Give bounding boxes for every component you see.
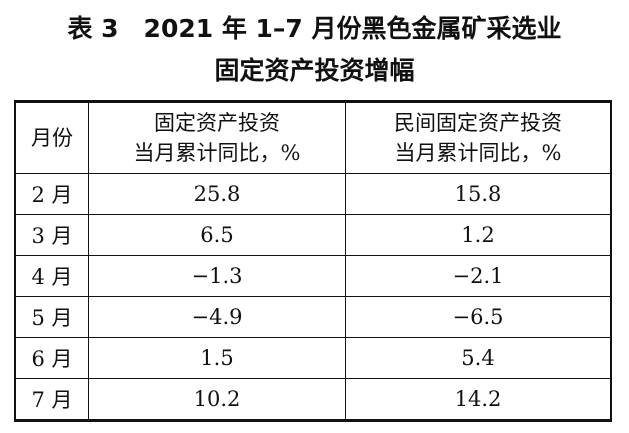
table-cell: 6 月 bbox=[14, 337, 89, 379]
table-cell: 2 月 bbox=[14, 173, 89, 215]
column-header: 固定资产投资 当月累计同比，% bbox=[88, 101, 346, 174]
table-cell: 6.5 bbox=[88, 214, 346, 256]
title-line: 表 3 2021 年 1–7 月份黑色金属矿采选业 bbox=[67, 14, 562, 43]
table-cell: 1.5 bbox=[88, 337, 346, 379]
header-line: 当月累计同比，% bbox=[133, 141, 301, 165]
table-cell: −2.1 bbox=[345, 255, 612, 297]
header-line: 民间固定资产投资 bbox=[394, 111, 562, 135]
table-cell: 3 月 bbox=[14, 214, 89, 256]
table-body: 2 月 25.8 15.8 3 月 6.5 1.2 4 月 −1.3 −2.1 5 月 −4.9 −6… bbox=[14, 173, 612, 421]
header-line: 固定资产投资 bbox=[154, 111, 280, 135]
table-cell: 5 月 bbox=[14, 296, 89, 338]
table-cell: −6.5 bbox=[345, 296, 612, 338]
table-row: 3 月 6.5 1.2 bbox=[14, 214, 612, 256]
data-table: 月份 固定资产投资 当月累计同比，% 民间固定资产投资 当月累计同比，% 2 月 25.8… bbox=[14, 100, 612, 422]
header-row: 月份 固定资产投资 当月累计同比，% 民间固定资产投资 当月累计同比，% bbox=[14, 101, 612, 174]
table-cell: 7 月 bbox=[14, 378, 89, 421]
table-cell: 5.4 bbox=[345, 337, 612, 379]
table-row: 6 月 1.5 5.4 bbox=[14, 337, 612, 379]
table-row: 4 月 −1.3 −2.1 bbox=[14, 255, 612, 297]
header-line: 月份 bbox=[31, 126, 73, 150]
header-line: 当月累计同比，% bbox=[394, 141, 562, 165]
column-header: 民间固定资产投资 当月累计同比，% bbox=[345, 101, 612, 174]
table-cell: 1.2 bbox=[345, 214, 612, 256]
table-cell: −4.9 bbox=[88, 296, 346, 338]
table-cell: 14.2 bbox=[345, 378, 612, 421]
table-row: 7 月 10.2 14.2 bbox=[14, 378, 612, 421]
table-cell: 15.8 bbox=[345, 173, 612, 215]
title: 表 3 2021 年 1–7 月份黑色金属矿采选业 固定资产投资增幅 bbox=[0, 8, 629, 92]
table-cell: −1.3 bbox=[88, 255, 346, 297]
column-header: 月份 bbox=[14, 101, 89, 174]
table-row: 2 月 25.8 15.8 bbox=[14, 173, 612, 215]
table-cell: 25.8 bbox=[88, 173, 346, 215]
table-row: 5 月 −4.9 −6.5 bbox=[14, 296, 612, 338]
table-cell: 4 月 bbox=[14, 255, 89, 297]
title-line: 固定资产投资增幅 bbox=[214, 56, 415, 85]
table-cell: 10.2 bbox=[88, 378, 346, 421]
